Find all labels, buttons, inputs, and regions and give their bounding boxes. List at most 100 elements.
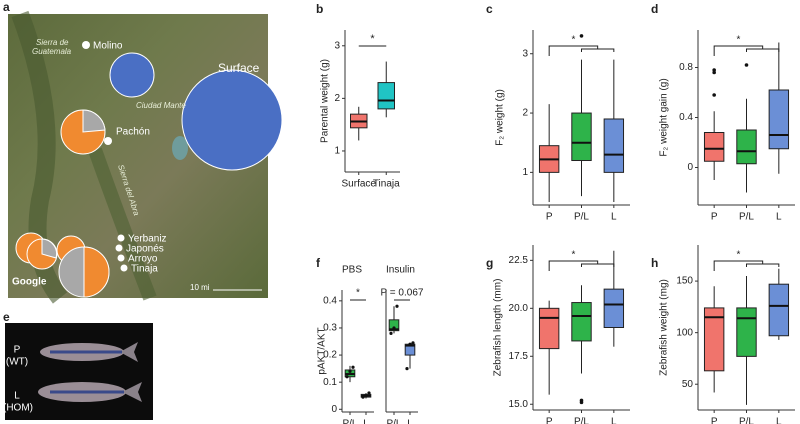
point — [345, 375, 349, 379]
annotation: * — [571, 250, 575, 261]
lake — [172, 136, 188, 160]
box — [571, 302, 592, 342]
photo-label: (HOM) — [3, 403, 33, 414]
panel-label: d — [651, 2, 658, 16]
map-label: Yerbaniz — [128, 234, 167, 245]
outlier — [744, 63, 749, 67]
box — [768, 283, 790, 337]
map-label: Surface — [218, 61, 260, 75]
x-tick-label: L — [611, 212, 617, 223]
x-tick-label: L — [776, 212, 782, 223]
population-pie — [181, 69, 283, 171]
pie-slice — [82, 109, 106, 133]
y-axis-label: F₂ weight gain (g) — [659, 78, 670, 156]
x-tick-label: L — [407, 419, 413, 424]
y-tick-label: 15.0 — [509, 399, 529, 410]
map: Sierra de Guatemala Molino Surface Ciuda… — [8, 10, 283, 304]
bracket — [548, 260, 615, 271]
annotation: * — [736, 35, 740, 46]
box — [703, 132, 725, 162]
point — [367, 391, 371, 395]
x-tick-label: P/L — [342, 419, 357, 424]
bracket — [713, 45, 780, 56]
y-tick-label: 0.2 — [323, 350, 337, 361]
annotation: * — [736, 250, 740, 261]
panel-label: b — [316, 2, 323, 16]
outlier — [579, 398, 584, 403]
box — [377, 82, 395, 110]
y-tick-label: 50 — [682, 379, 694, 390]
box — [768, 89, 790, 150]
box — [703, 307, 725, 372]
map-label: Ciudad Mante — [136, 101, 186, 110]
x-tick-label: P/L — [574, 417, 589, 424]
y-tick-label: 2 — [334, 93, 340, 104]
x-tick-label: P — [711, 417, 718, 424]
bracket — [713, 260, 780, 271]
map-label: Sierra de — [36, 38, 69, 47]
y-axis-label: Zebrafish length (mm) — [493, 279, 504, 377]
point — [348, 369, 352, 373]
y-axis-label: Zebrafish weight (mg) — [659, 279, 670, 376]
point — [395, 304, 399, 308]
photo-background — [5, 323, 153, 420]
x-tick-label: Surface — [342, 179, 377, 190]
point — [411, 341, 415, 345]
annotation: * — [370, 33, 375, 45]
point — [408, 342, 412, 346]
map-label: Tinaja — [131, 264, 158, 275]
panel-label: e — [3, 310, 10, 324]
x-tick-label: P/L — [739, 417, 754, 424]
x-tick-label: P/L — [574, 212, 589, 223]
point — [364, 394, 368, 398]
point — [389, 331, 393, 335]
y-tick-label: 0.8 — [679, 62, 693, 73]
site-dot — [82, 41, 90, 49]
box — [736, 307, 757, 357]
site-dot — [117, 234, 125, 242]
map-label: Arroyo — [128, 254, 158, 265]
map-label: Guatemala — [32, 47, 72, 56]
box — [538, 307, 560, 350]
pie-slice — [83, 246, 110, 298]
point — [361, 395, 365, 399]
x-tick-label: L — [363, 419, 369, 424]
box — [736, 129, 757, 165]
y-tick-label: 0.3 — [323, 323, 337, 334]
annotation: * — [356, 288, 360, 299]
population-pie — [109, 52, 155, 98]
site-dot — [115, 244, 123, 252]
point — [351, 365, 355, 369]
y-tick-label: 0 — [687, 162, 693, 173]
y-tick-label: 2 — [522, 108, 528, 119]
map-label: Google — [12, 277, 47, 288]
bracket — [548, 45, 615, 56]
box — [603, 118, 625, 173]
y-tick-label: 100 — [676, 327, 693, 338]
box — [388, 319, 400, 332]
map-label: Molino — [93, 41, 123, 52]
x-tick-label: P — [546, 212, 553, 223]
map-label: 10 mi — [190, 283, 210, 292]
x-tick-label: P/L — [386, 419, 401, 424]
panel-label: a — [3, 0, 10, 14]
y-tick-label: 150 — [676, 276, 693, 287]
photo-label: L — [14, 391, 20, 402]
box — [603, 288, 625, 328]
panel-label: f — [316, 256, 321, 270]
x-tick-label: Tinaja — [373, 179, 400, 190]
y-tick-label: 0.4 — [323, 295, 337, 306]
ridge — [88, 147, 157, 301]
annotation: P = 0.067 — [381, 288, 424, 299]
pie-slice — [41, 238, 58, 259]
map-label: Japonés — [126, 244, 164, 255]
x-tick-label: P — [711, 212, 718, 223]
y-tick-label: 0.1 — [323, 377, 337, 388]
point — [392, 326, 396, 330]
y-tick-label: 17.5 — [509, 351, 529, 362]
y-axis-label: F₂ weight (g) — [495, 89, 506, 146]
outlier — [712, 68, 716, 72]
y-tick-label: 22.5 — [509, 255, 529, 266]
